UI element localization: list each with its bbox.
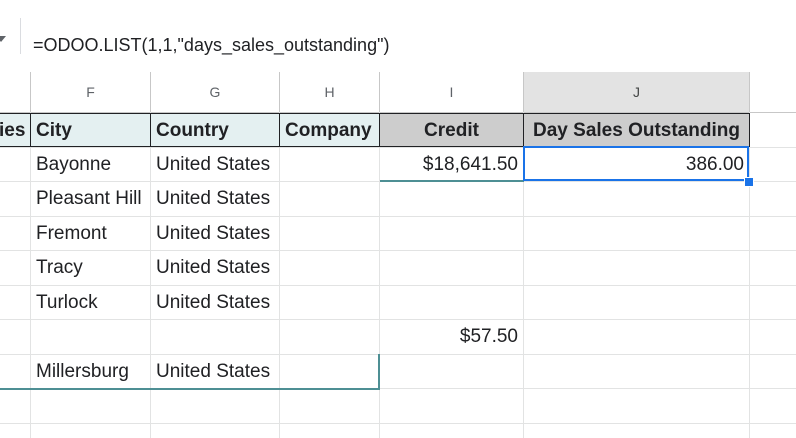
- fill-handle[interactable]: [744, 177, 754, 187]
- gridline: [150, 112, 151, 438]
- gridline: [0, 388, 796, 389]
- cell-country[interactable]: United States: [156, 361, 271, 382]
- cell-dso[interactable]: 386.00: [685, 154, 744, 175]
- header-cell-dso[interactable]: Day Sales Outstanding: [523, 113, 750, 147]
- gridline: [0, 423, 796, 424]
- group-border: [0, 388, 380, 390]
- cell-country[interactable]: United States: [156, 292, 271, 313]
- gridline: [0, 354, 796, 355]
- formula-bar: =ODOO.LIST(1,1,"days_sales_outstanding"): [0, 0, 796, 73]
- dropdown-caret-icon[interactable]: [0, 36, 6, 42]
- cell-city[interactable]: Tracy: [36, 257, 83, 278]
- cell-country[interactable]: United States: [156, 257, 271, 278]
- cell-credit[interactable]: $18,641.50: [422, 154, 518, 175]
- gridline: [749, 112, 750, 438]
- gridline: [0, 216, 796, 217]
- cell-country[interactable]: United States: [156, 154, 271, 175]
- column-header-i[interactable]: I: [380, 72, 524, 112]
- cell-country[interactable]: United States: [156, 223, 271, 244]
- column-header-f[interactable]: F: [31, 72, 151, 112]
- gridline: [0, 319, 796, 320]
- group-border: [380, 180, 524, 182]
- gridline: [0, 147, 796, 148]
- gridline: [523, 112, 524, 438]
- header-cell-credit[interactable]: Credit: [379, 113, 524, 147]
- cell-city[interactable]: Millersburg: [36, 361, 129, 382]
- gridline: [30, 112, 31, 438]
- header-cell-company[interactable]: Company: [279, 113, 380, 147]
- header-cell-e[interactable]: ies: [0, 113, 31, 147]
- column-header-e[interactable]: [0, 72, 31, 112]
- gridline: [0, 285, 796, 286]
- header-cell-country[interactable]: Country: [150, 113, 280, 147]
- cell-city[interactable]: Turlock: [36, 292, 98, 313]
- gridline: [279, 112, 280, 438]
- cell-city[interactable]: Pleasant Hill: [36, 188, 142, 209]
- group-border: [378, 354, 380, 389]
- column-header-h[interactable]: H: [280, 72, 380, 112]
- gridline: [379, 112, 380, 438]
- column-header-row: F G H I J: [0, 72, 796, 113]
- gridline: [0, 250, 796, 251]
- formula-bar-divider: [20, 18, 21, 54]
- cell-city[interactable]: Bayonne: [36, 154, 112, 175]
- formula-input[interactable]: =ODOO.LIST(1,1,"days_sales_outstanding"): [33, 35, 390, 55]
- column-header-g[interactable]: G: [151, 72, 280, 112]
- cell-country[interactable]: United States: [156, 188, 271, 209]
- column-header-j[interactable]: J: [524, 72, 750, 112]
- cell-credit[interactable]: $57.50: [459, 326, 518, 347]
- cell-city[interactable]: Fremont: [36, 223, 107, 244]
- header-cell-city[interactable]: City: [30, 113, 151, 147]
- active-cell-selection: [523, 146, 749, 181]
